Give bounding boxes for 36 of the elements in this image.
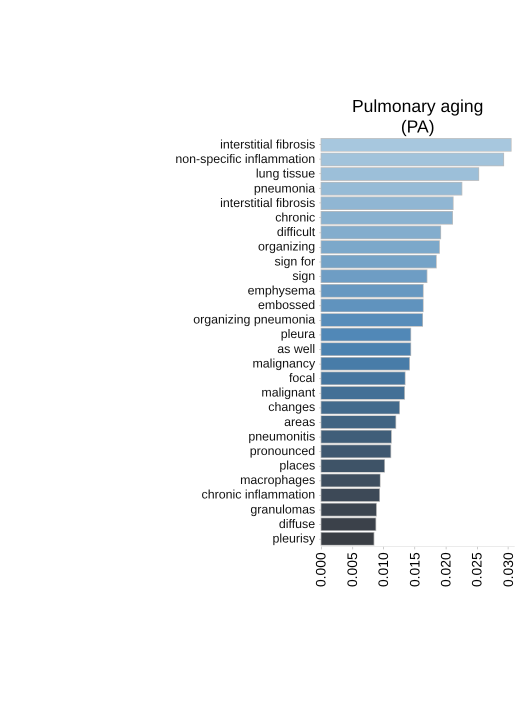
chart-title: Pulmonary aging (PA) xyxy=(352,96,484,136)
y-tick-label: lung tissue xyxy=(256,166,316,181)
y-tick-label: interstitial fibrosis xyxy=(220,138,316,152)
y-tick-label: focal xyxy=(288,370,316,385)
y-tick-label: pronounced xyxy=(250,444,316,458)
y-tick-label: areas xyxy=(284,414,316,429)
y-tick-label: macrophages xyxy=(240,473,316,488)
y-tick-label: interstitial fibrosis xyxy=(220,196,316,210)
y-tick-label: pneumonia xyxy=(254,181,316,196)
y-tick-label: pleurisy xyxy=(272,531,316,546)
y-tick-label: malignant xyxy=(261,386,316,400)
x-tick-label: 0.025 xyxy=(468,552,485,588)
x-tick-label: 0.010 xyxy=(375,552,392,588)
y-tick-label: as well xyxy=(277,342,316,356)
y-tick-label: places xyxy=(279,458,316,473)
y-tick-label: embossed xyxy=(258,298,316,312)
x-tick-label: 0.030 xyxy=(500,552,516,588)
y-tick-label: diffuse xyxy=(278,516,316,531)
y-tick-label: emphysema xyxy=(248,283,316,298)
y-tick-label: organizing xyxy=(258,240,316,254)
y-tick-label: sign xyxy=(292,268,316,283)
x-tick-label: 0.015 xyxy=(406,552,422,588)
x-tick-label: 0.005 xyxy=(344,552,360,588)
y-tick-label: chronic xyxy=(275,210,316,224)
y-tick-label: changes xyxy=(268,400,316,414)
y-tick-label: malignancy xyxy=(252,356,316,370)
x-tick-label: 0.000 xyxy=(312,552,329,588)
y-tick-label: organizing pneumonia xyxy=(193,312,316,327)
y-tick-label: sign for xyxy=(274,254,316,268)
y-tick-label: pleura xyxy=(280,327,316,342)
y-tick-label: chronic inflammation xyxy=(202,488,316,502)
y-tick-label: non-specific inflammation xyxy=(175,152,316,166)
y-tick-label: pneumonitis xyxy=(248,429,316,444)
x-tick-label: 0.020 xyxy=(437,552,454,588)
y-tick-label: granulomas xyxy=(250,502,316,516)
y-tick-label: difficult xyxy=(276,225,316,240)
